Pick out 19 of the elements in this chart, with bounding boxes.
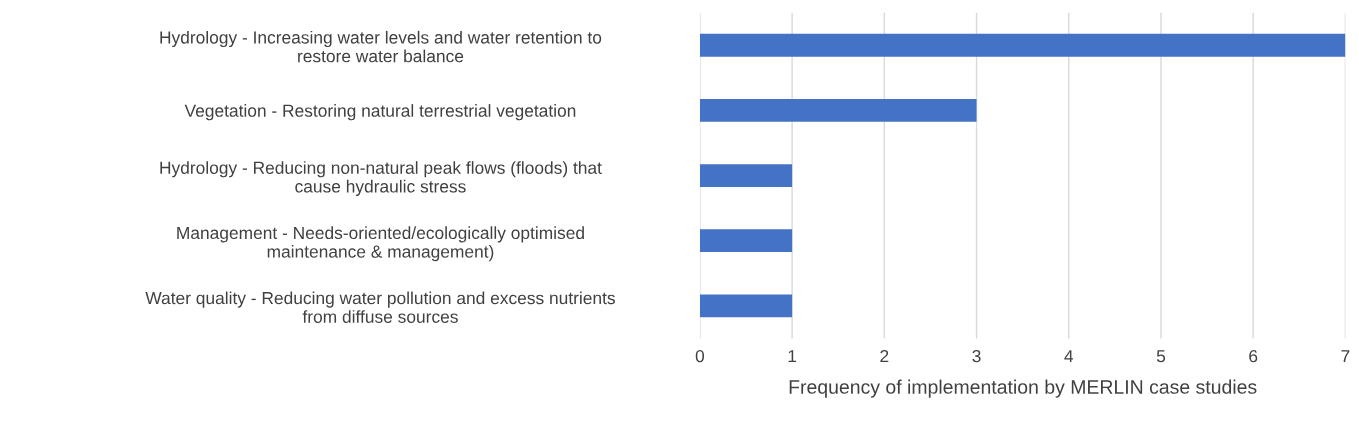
y-tick-label: Water quality - Reducing water pollution and excess nutrients from diffuse sources	[145, 291, 615, 323]
y-tick-label: Hydrology - Increasing water levels and water retention to restore water balance	[160, 30, 602, 63]
y-tick-label: Management - Needs-oriented/ecologically optimised maintenance & management)	[177, 226, 584, 262]
bar	[699, 33, 1346, 57]
x-tick-label: 3	[972, 349, 981, 363]
x-axis-title: Frequency of implementation by MERLIN case studies	[789, 379, 1257, 398]
x-tick-label: 4	[1064, 350, 1074, 363]
bar	[699, 164, 793, 187]
x-tick-label: 0	[695, 349, 705, 363]
bar	[699, 229, 793, 253]
x-tick-label: 2	[880, 349, 889, 363]
x-tick-label: 6	[1249, 349, 1258, 363]
bar	[699, 99, 977, 122]
x-tick-label: 1	[788, 350, 797, 363]
y-tick-label: Vegetation - Restoring natural terrestrial vegetation	[184, 104, 576, 121]
x-tick-label: 7	[1341, 350, 1350, 363]
x-tick-label: 5	[1156, 350, 1166, 363]
bar	[699, 294, 793, 318]
y-tick-label: Hydrology - Reducing non-natural peak flows (floods) that cause hydraulic stress	[160, 161, 602, 197]
